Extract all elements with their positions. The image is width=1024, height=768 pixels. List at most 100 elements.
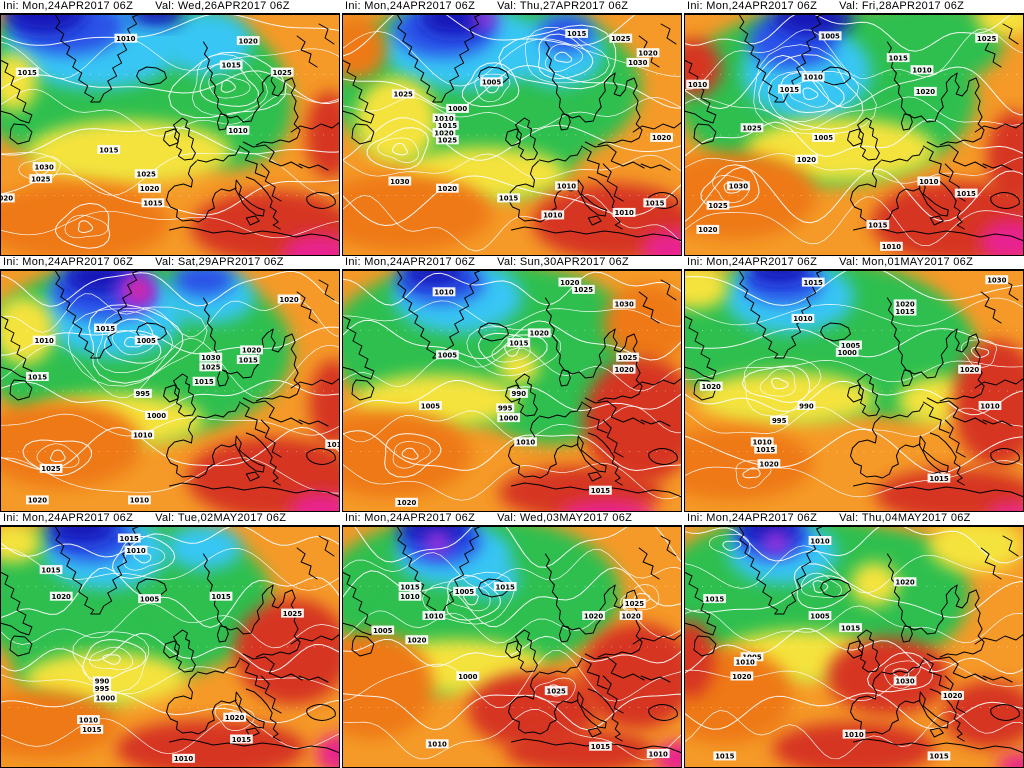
pressure-label: 1020 [759,460,779,468]
valid-label: Val: [497,256,517,268]
pressure-label-box [425,739,449,749]
pressure-label: 1005 [455,588,475,596]
pressure-label: 1020 [943,692,963,700]
pressure-label: 1015 [120,535,140,543]
init-label: Ini: [3,512,19,524]
pressure-label: 1015 [868,221,888,229]
panel-header: Ini: Mon,24APR2017 06Z Val: Thu,27APR2017… [342,0,682,14]
pressure-label: 1010 [434,289,454,297]
pressure-label: 1030 [895,678,915,686]
forecast-map: 1010 1020 1015 1015 1025 1010 1015 1030 1025 1020… [0,14,340,256]
pressure-label-box [713,751,737,761]
pressure-label: 1010 [434,115,454,123]
pressure-label-box [527,328,551,338]
pressure-label-box [757,459,781,469]
pressure-label: 1025 [272,69,292,77]
pressure-label: 1015 [82,726,102,734]
pressure-label: 1020 [140,185,160,193]
pressure-label-box [32,335,56,345]
pressure-label: 1030 [729,183,749,191]
forecast-panel-3: Ini: Mon,24APR2017 06Z Val: Fri,28APR2017… [684,0,1024,256]
pressure-label: 990 [95,678,110,686]
init-label: Ini: [345,256,361,268]
pressure-label-box [541,210,565,220]
pressure-label-box [223,712,246,722]
pressure-label-box [436,120,459,130]
pressure-label-box [172,753,195,763]
pressure-labels: 1010102010151005101510051010102010301020… [703,536,964,761]
pressure-label: 1015 [929,753,949,761]
pressure-label-box [436,183,459,193]
pressure-label: 1010 [810,537,830,545]
pressure-label: 1015 [327,441,340,449]
pressure-label: 1015 [715,753,735,761]
pressure-label-box [138,594,161,604]
pressure-label: 1015 [888,54,908,62]
pressure-label-box [612,299,636,309]
pressure-label: 1025 [708,202,728,210]
pressure-label-box [626,57,650,67]
pressure-label-box [893,577,917,587]
valid-time: Mon,01MAY2017 06Z [861,256,974,268]
pressure-label: 1010 [130,497,150,505]
pressure-label: 1010 [79,716,99,724]
pressure-label: 1020 [702,383,722,391]
pressure-label: 1020 [397,499,417,507]
pressure-label: 1025 [136,170,156,178]
pressure-label: 1015 [929,475,949,483]
pressure-label-box [646,749,670,758]
pressure-label: 1000 [96,695,116,703]
pressure-label-box [497,193,520,203]
pressure-label-box [797,401,816,410]
forecast-map: 1005 1025 1015 1010 1020 1010 1015 1010 1025 1005… [684,14,1024,256]
pressure-label-box [791,313,815,323]
pressure-label-box [29,174,53,184]
pressure-label: 1020 [584,612,604,620]
pressure-label-box [558,277,582,287]
pressure-label-box [209,591,233,601]
temperature-field [684,270,1024,512]
pressure-label-box [914,86,937,96]
pressure-label-box [910,65,934,75]
pressure-label-box [623,598,646,608]
pressure-label-box [609,33,633,43]
init-time: Mon,24APR2017 06Z [706,0,818,12]
pressure-label: 995 [95,685,110,693]
forecast-map: 1010102010151005101510051010102010301020… [684,526,1024,768]
pressure-label: 1020 [225,714,245,722]
pressure-label: 1025 [394,91,414,99]
pressure-label-box [842,729,866,739]
pressure-label-box [117,533,141,543]
pressure-label-box [589,485,612,495]
pressure-label-box [703,594,726,604]
pressure-label: 1020 [52,593,72,601]
panel-header: Ini: Mon,24APR2017 06Z Val: Thu,04MAY2017… [684,512,1024,526]
pressure-label-box [880,241,903,251]
init-label: Ini: [687,0,703,12]
pressure-label-box [128,495,151,505]
pressure-label: 1015 [41,566,61,574]
pressure-label: 1025 [201,364,221,372]
pressure-label-box [94,323,117,333]
pressure-label: 1010 [428,741,448,749]
pressure-label: 1020 [638,49,658,57]
forecast-panel-9: Ini: Mon,24APR2017 06Z Val: Thu,04MAY2017… [684,512,1024,768]
panel-header: Ini: Mon,24APR2017 06Z Val: Tue,02MAY2017… [0,512,340,526]
pressure-label: 1010 [126,547,146,555]
pressure-label-box [391,89,415,99]
pressure-label-box [432,287,456,297]
valid-label: Val: [497,512,517,524]
forecast-panel-7: Ini: Mon,24APR2017 06Z Val: Tue,02MAY2017… [0,512,340,768]
pressure-label-box [507,338,531,348]
pressure-label: 1015 [509,339,529,347]
panel-header: Ini: Mon,24APR2017 06Z Val: Fri,28APR2017… [684,0,1024,14]
pressure-label-box [131,430,155,440]
pressure-label-box [192,376,216,386]
pressure-label-box [509,388,528,398]
pressure-label-box [612,364,636,374]
pressure-label: 1020 [652,134,672,142]
map-frame [0,270,340,512]
pressure-label: 1020 [242,347,262,355]
